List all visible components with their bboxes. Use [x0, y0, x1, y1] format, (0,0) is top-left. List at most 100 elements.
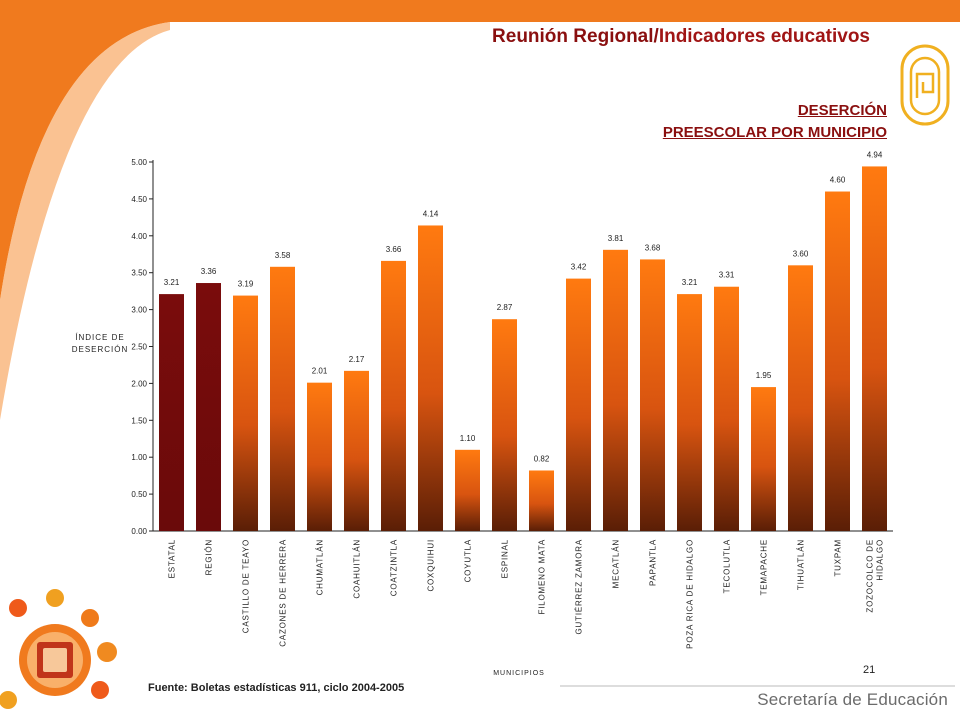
bar — [677, 294, 702, 531]
x-tick-label: GUTIÉRREZ ZAMORA — [575, 539, 584, 634]
bar — [233, 295, 258, 531]
bar-value-label: 3.66 — [386, 245, 402, 254]
y-tick-label: 4.00 — [131, 232, 147, 241]
y-axis-label: DESERCIÓN — [72, 345, 129, 354]
x-axis-label: MUNICIPIOS — [493, 670, 545, 677]
y-tick-label: 1.00 — [131, 453, 147, 462]
footer-brand: Secretaría de Educación — [757, 690, 948, 709]
bar — [492, 319, 517, 531]
bar — [159, 294, 184, 531]
x-tick-label-line: TUXPAM — [834, 539, 843, 577]
bar — [751, 387, 776, 531]
x-tick-label-line: COYUTLA — [464, 539, 473, 582]
y-tick-label: 3.00 — [131, 306, 147, 315]
title-part1: Reunión Regional — [492, 26, 654, 47]
x-tick-label-line: ESTATAL — [168, 539, 177, 578]
bar-value-label: 3.36 — [201, 267, 217, 276]
bar — [862, 166, 887, 532]
bar-value-label: 3.42 — [571, 263, 587, 272]
y-tick-label: 4.50 — [131, 195, 147, 204]
x-tick-label: COXQUIHUI — [427, 539, 436, 592]
x-tick-label-line: HIDALGO — [876, 539, 885, 581]
x-tick-label: ESPINAL — [501, 539, 510, 578]
title-separator: / — [653, 26, 659, 47]
x-tick-label: TIHUATLÁN — [797, 539, 806, 590]
bar-value-label: 4.94 — [867, 150, 883, 159]
x-tick-label: FILOMENO MATA — [538, 539, 547, 614]
x-tick-label: CASTILLO DE TEAYO — [242, 539, 251, 633]
bar-value-label: 3.21 — [164, 278, 180, 287]
y-tick-label: 3.50 — [131, 269, 147, 278]
title-part2: Indicadores educativos — [658, 26, 870, 47]
y-tick-label: 0.00 — [131, 527, 147, 536]
y-tick-label: 2.00 — [131, 379, 147, 388]
source-note: Fuente: Boletas estadísticas 911, ciclo … — [148, 682, 405, 694]
chart-subtitle: DESERCIÓN PREESCOLAR POR MUNICIPIO — [663, 100, 887, 144]
x-tick-label: MECATLÁN — [612, 539, 621, 588]
x-tick-label-line: ZOZOCOLCO DE — [866, 539, 875, 613]
bar — [714, 286, 739, 531]
x-tick-label-line: GUTIÉRREZ ZAMORA — [575, 539, 584, 634]
logo-icon — [900, 44, 950, 126]
subtitle-line2: PREESCOLAR POR MUNICIPIO — [662, 124, 887, 141]
x-tick-label: PAPANTLA — [649, 539, 658, 586]
x-tick-label-line: COAHUITLÁN — [353, 539, 362, 599]
bar-value-label: 4.14 — [423, 209, 439, 218]
bar — [566, 278, 591, 531]
orange-swoosh — [0, 0, 960, 300]
x-tick-label-line: FILOMENO MATA — [538, 539, 547, 614]
subtitle-line1: DESERCIÓN — [797, 102, 887, 119]
page-title: Reunión Regional/Indicadores educativos — [492, 26, 870, 48]
page-number: 21 — [863, 664, 876, 676]
bar — [196, 283, 221, 531]
bar — [603, 249, 628, 531]
x-tick-label: REGIÓN — [205, 539, 214, 575]
x-tick-label-line: PAPANTLA — [649, 539, 658, 586]
bar-value-label: 3.21 — [682, 278, 698, 287]
x-tick-label: CAZONES DE HERRERA — [279, 539, 288, 647]
x-tick-label-line: POZA RICA DE HIDALGO — [686, 539, 695, 649]
bar — [529, 470, 554, 531]
bar-value-label: 3.68 — [645, 243, 661, 252]
x-tick-label-line: MECATLÁN — [612, 539, 621, 588]
seal-icon — [0, 589, 117, 709]
y-tick-label: 0.50 — [131, 490, 147, 499]
bar-value-label: 3.58 — [275, 251, 291, 260]
x-tick-label: ZOZOCOLCO DE HIDALGO — [866, 539, 885, 613]
x-tick-label-line: CHUMATLÁN — [316, 539, 325, 595]
bar-value-label: 3.60 — [793, 249, 809, 258]
x-tick-label-line: COATZINTLA — [390, 539, 399, 596]
x-tick-label: TUXPAM — [834, 539, 843, 577]
x-tick-label: ESTATAL — [168, 539, 177, 578]
bar — [455, 449, 480, 531]
x-tick-label: TECOLUTLA — [723, 539, 732, 593]
x-tick-label: TEMAPACHE — [760, 539, 769, 595]
bar-value-label: 2.87 — [497, 303, 513, 312]
x-tick-label: COAHUITLÁN — [353, 539, 362, 599]
bar — [307, 382, 332, 531]
x-tick-label-line: CAZONES DE HERRERA — [279, 539, 288, 647]
x-tick-label-line: TIHUATLÁN — [797, 539, 806, 590]
x-tick-label-line: TEMAPACHE — [760, 539, 769, 595]
bar — [344, 370, 369, 531]
y-tick-label: 2.50 — [131, 343, 147, 352]
bar-value-label: 2.01 — [312, 367, 328, 376]
bar-value-label: 2.17 — [349, 355, 365, 364]
bar — [381, 260, 406, 531]
bar-value-label: 1.95 — [756, 371, 772, 380]
x-tick-label: COYUTLA — [464, 539, 473, 582]
bar-value-label: 3.19 — [238, 280, 254, 289]
y-tick-label: 5.00 — [131, 158, 147, 167]
x-tick-label-line: REGIÓN — [205, 539, 214, 575]
bar-value-label: 3.31 — [719, 271, 735, 280]
bar-value-label: 1.10 — [460, 434, 476, 443]
bar — [825, 191, 850, 531]
bar — [418, 225, 443, 531]
bar — [270, 266, 295, 531]
x-tick-label-line: TECOLUTLA — [723, 539, 732, 593]
y-tick-label: 1.50 — [131, 416, 147, 425]
bar-value-label: 0.82 — [534, 454, 550, 463]
orange-swoosh-inner — [0, 22, 170, 420]
